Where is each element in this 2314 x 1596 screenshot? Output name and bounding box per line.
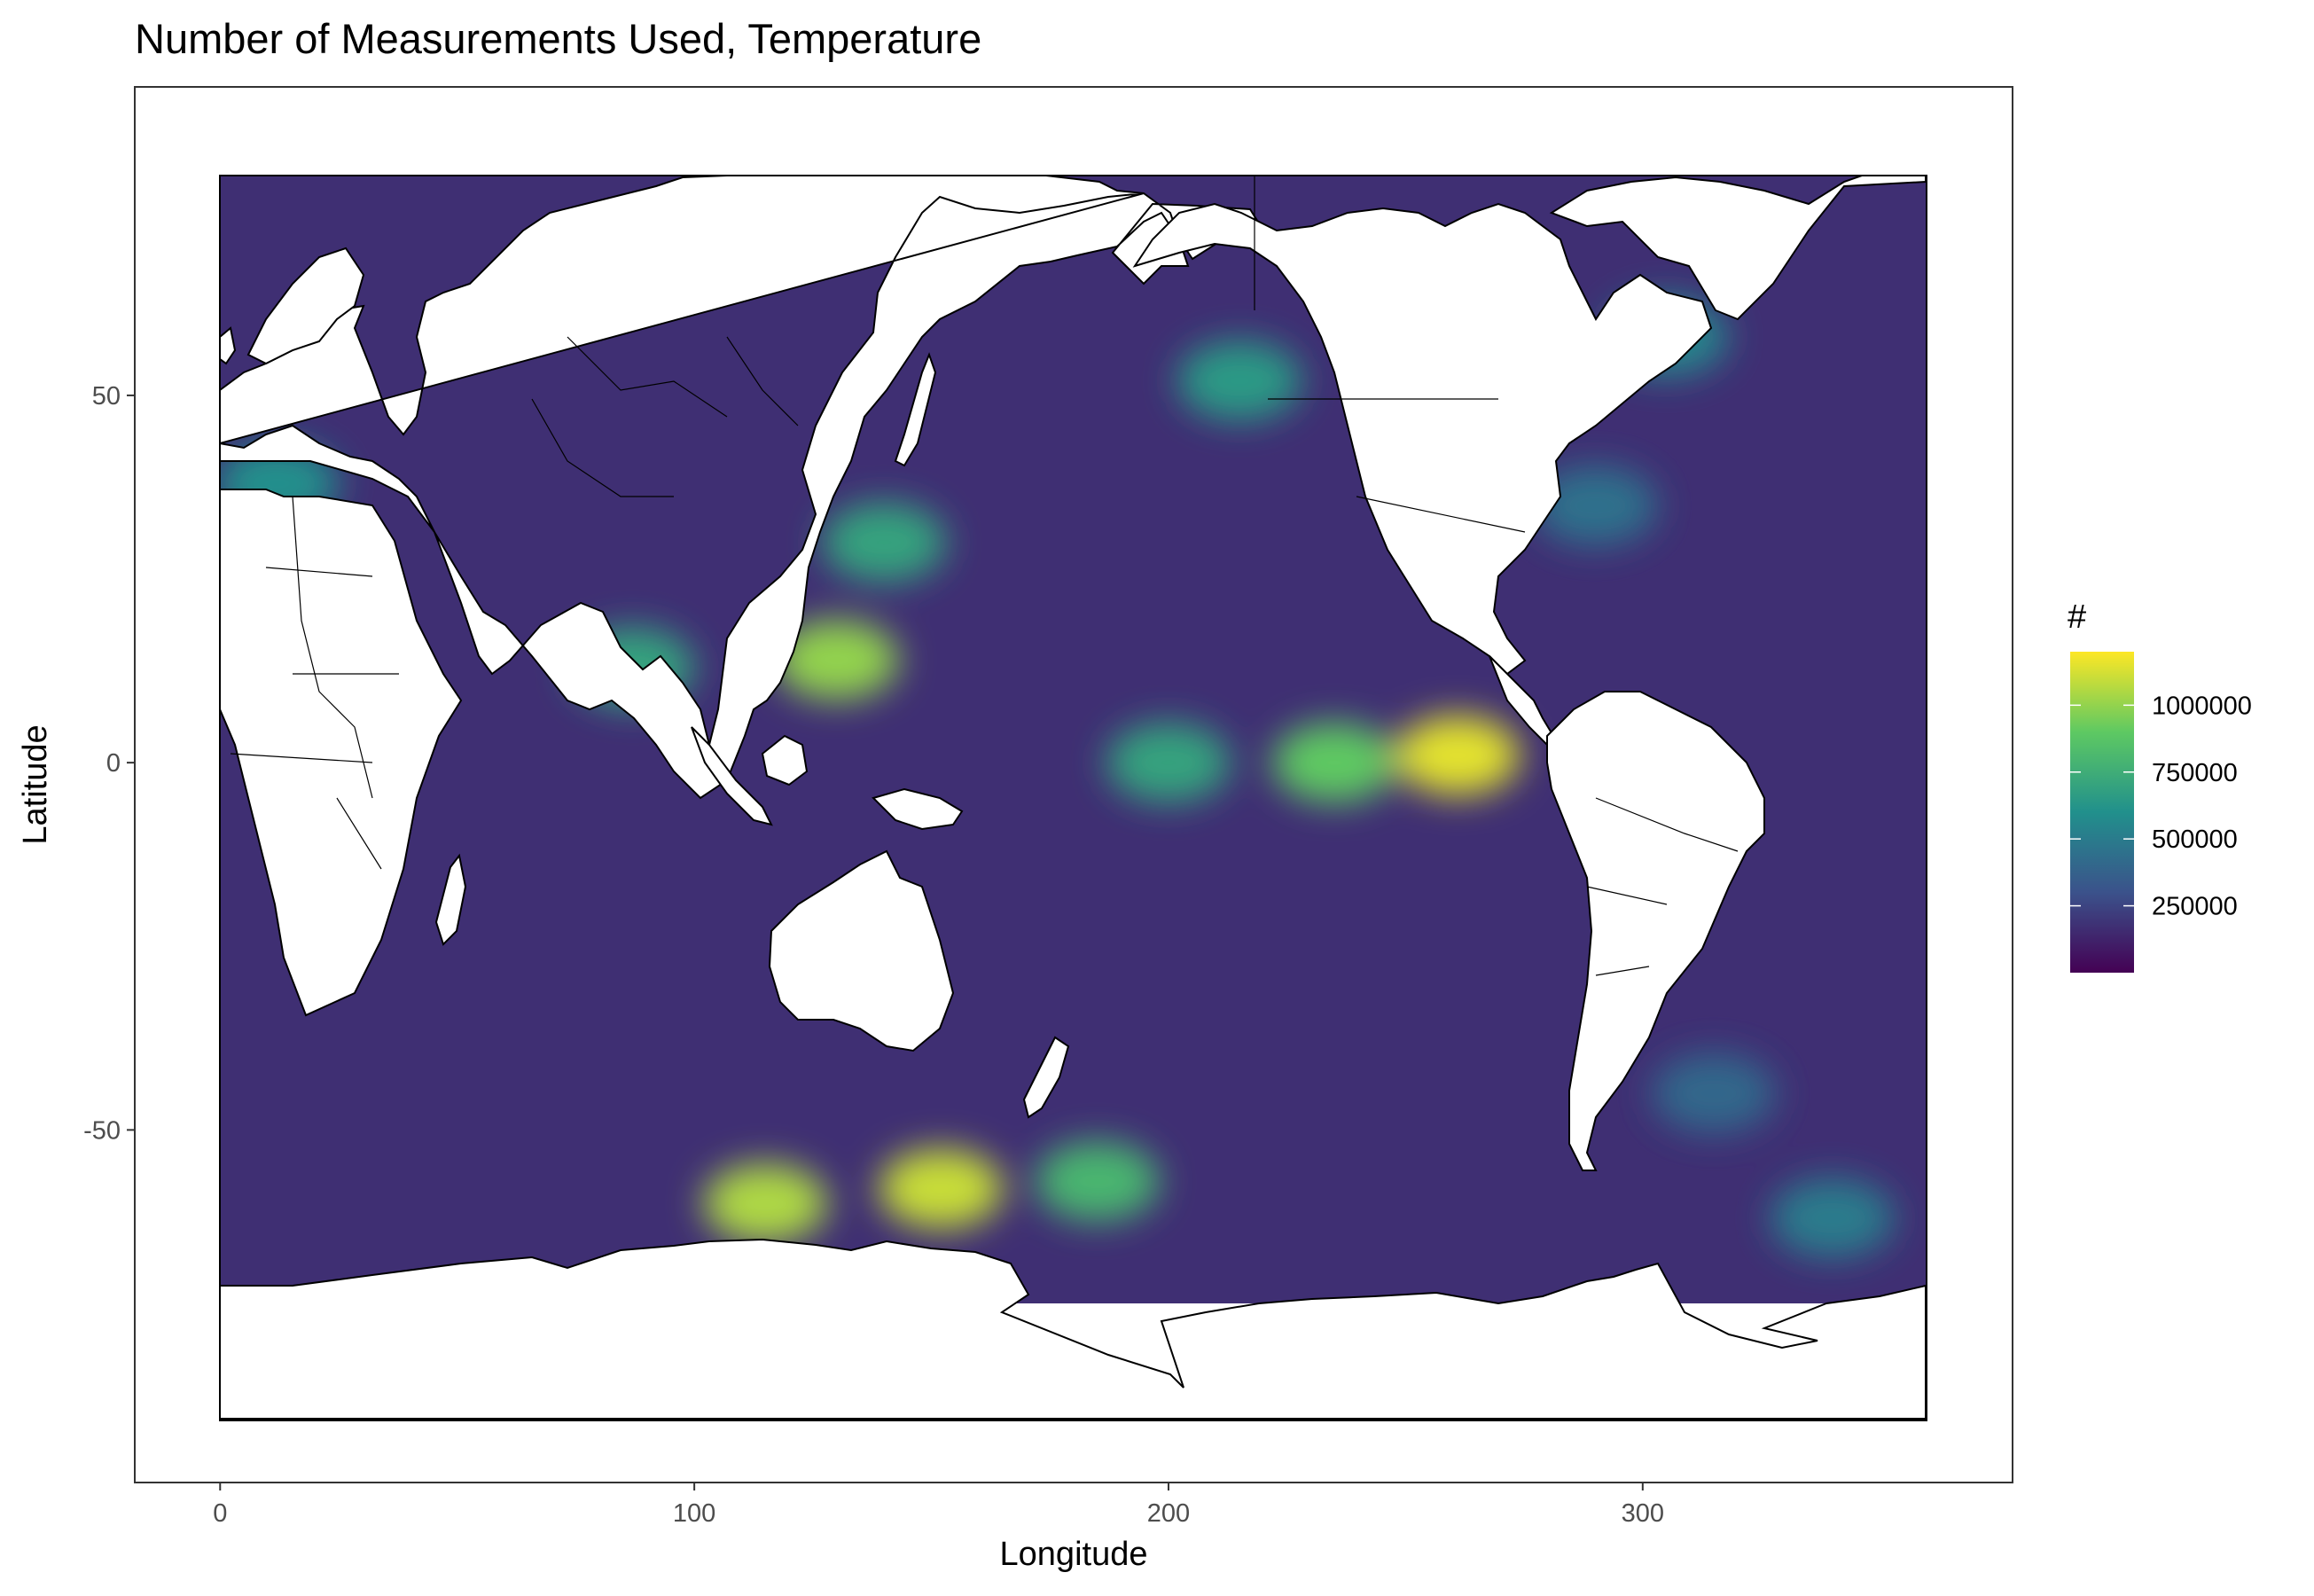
heatmap-hotspot [1395,715,1521,795]
legend-label: 1000000 [2152,692,2252,720]
heatmap-hotspot [1652,1052,1777,1133]
scandinavia [246,246,365,365]
heatmap-hotspot [703,1163,828,1244]
legend-title: # [2068,598,2086,636]
africa [219,489,463,1017]
antarctica [219,1238,1927,1420]
heatmap-hotspot [1035,1141,1160,1222]
legend: # 250000 500000 750000 1000000 [2068,598,2252,973]
x-tick-label: 200 [1147,1499,1190,1528]
heatmap-hotspot [1272,723,1397,803]
legend-colorbar [2070,652,2134,973]
borneo-sumatra [691,726,809,826]
heatmap-hotspot [1106,723,1231,803]
heatmap-hotspot [1177,340,1302,421]
south-america [1546,691,1765,1171]
japan [894,352,937,467]
new-guinea [872,787,964,831]
legend-ticks: 250000 500000 750000 1000000 [2070,692,2252,921]
x-tick-label: 300 [1622,1499,1664,1528]
y-tick-label: 50 [92,382,121,411]
x-tick-label: 0 [213,1499,227,1528]
x-axis: 0 100 200 300 [213,1483,1664,1528]
heatmap-hotspot [1770,1177,1895,1258]
legend-label: 750000 [2152,759,2238,787]
north-america [1132,202,1713,676]
heatmap-hotspot [774,620,899,700]
y-axis: -50 0 50 [83,382,135,1145]
madagascar [434,853,467,946]
y-tick-label: 0 [106,749,121,778]
heatmap-hotspot [879,1148,1004,1229]
legend-label: 500000 [2152,825,2238,854]
new-zealand [1022,1036,1070,1119]
heatmap-hotspot [1533,466,1658,546]
x-axis-title: Longitude [1000,1536,1148,1573]
hotspot-layer [220,296,1895,1258]
y-tick-label: -50 [83,1116,121,1145]
heatmap-hotspot [822,502,947,583]
legend-label: 250000 [2152,893,2238,921]
x-tick-label: 100 [673,1499,715,1528]
data-extent-frame [219,175,1927,1421]
country-borders [230,176,1739,976]
y-axis-title: Latitude [17,724,54,844]
chart-title: Number of Measurements Used, Temperature [135,15,981,62]
australia [768,849,955,1052]
land-layer [219,175,1927,1420]
eurasia [219,175,1265,800]
